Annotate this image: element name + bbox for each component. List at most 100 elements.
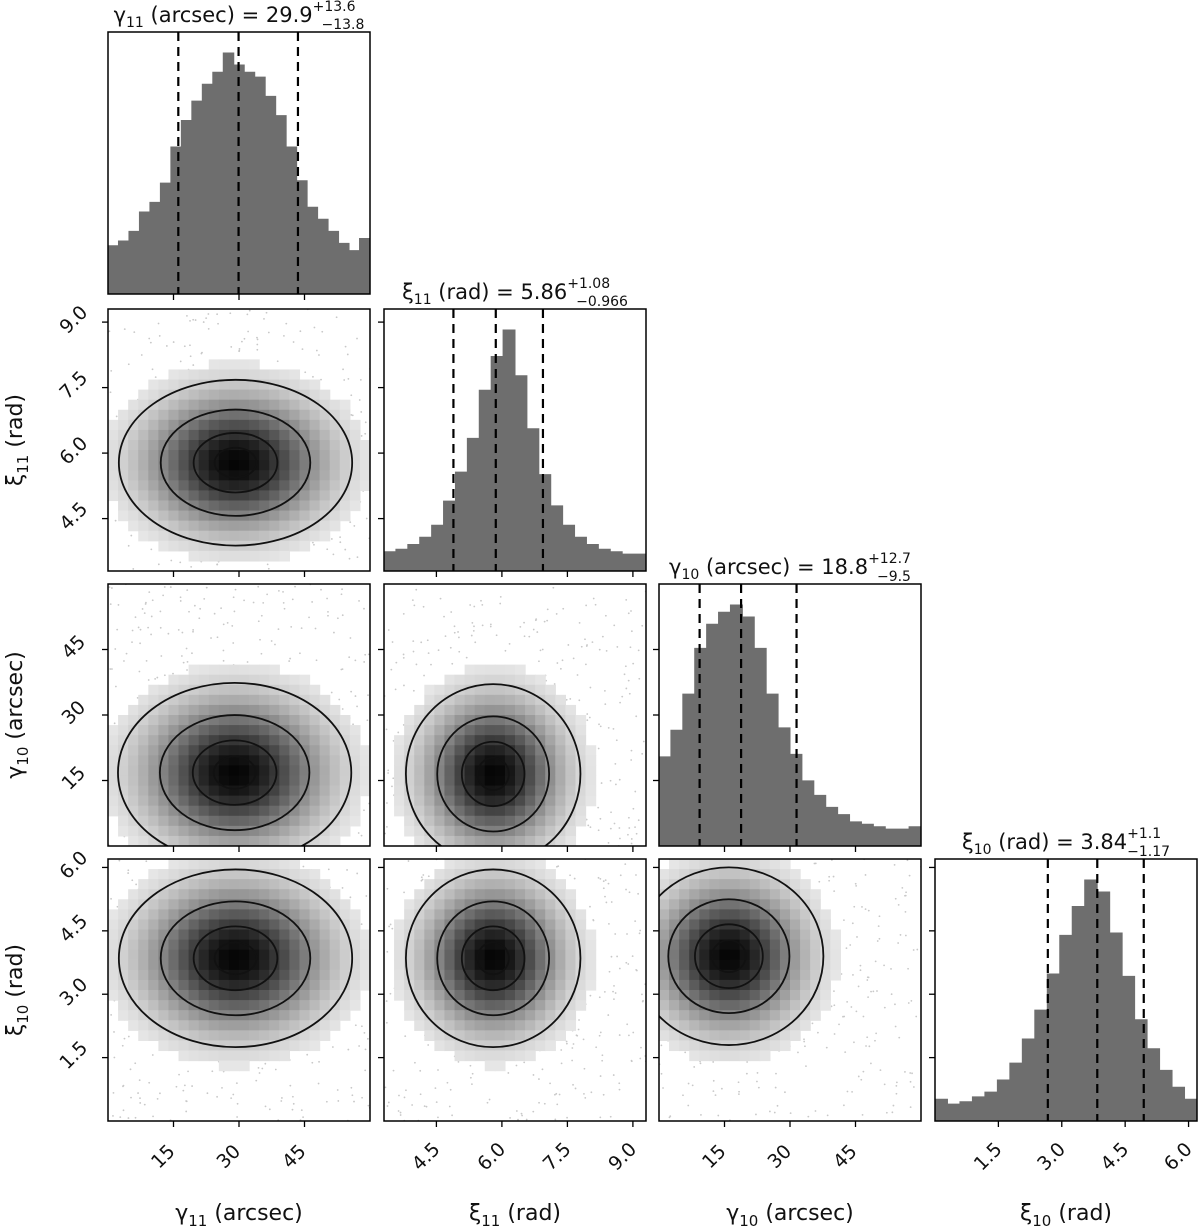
- sample-point: [268, 1108, 271, 1111]
- sample-point: [890, 968, 892, 970]
- density-cell: [689, 909, 700, 921]
- density-cell: [444, 715, 456, 726]
- density-cell: [188, 510, 200, 522]
- density-cell: [188, 879, 200, 890]
- density-cell: [269, 510, 280, 522]
- density-cell: [228, 359, 240, 371]
- density-cell: [239, 1060, 250, 1072]
- density-cell: [434, 949, 446, 961]
- sample-point: [868, 1045, 871, 1048]
- density-cell: [118, 440, 129, 451]
- density-cell: [359, 959, 370, 971]
- density-cell: [790, 929, 801, 941]
- density-cell: [830, 959, 841, 971]
- density-cell: [504, 755, 516, 766]
- density-cell: [484, 815, 496, 827]
- density-cell: [545, 939, 556, 951]
- density-cell: [434, 959, 446, 971]
- sample-point: [422, 605, 425, 608]
- sample-point: [330, 538, 333, 540]
- density-cell: [349, 450, 361, 461]
- density-cell: [464, 1050, 476, 1062]
- density-cell: [659, 869, 670, 880]
- density-cell: [555, 1020, 566, 1031]
- density-cell: [820, 969, 831, 981]
- density-cell: [239, 979, 250, 991]
- density-cell: [575, 909, 587, 921]
- joint-panel-g11-x10: [107, 858, 371, 1122]
- sample-point: [458, 636, 460, 639]
- density-cell: [800, 959, 811, 971]
- density-cell: [249, 725, 260, 736]
- density-cell: [168, 500, 180, 512]
- sample-point: [145, 659, 148, 662]
- density-cell: [118, 969, 129, 981]
- density-cell: [800, 1010, 811, 1021]
- density-cell: [208, 725, 220, 736]
- density-cell: [188, 939, 200, 951]
- density-cell: [178, 480, 190, 491]
- density-cell: [444, 909, 456, 921]
- sample-point: [119, 1116, 122, 1119]
- density-cell: [424, 959, 435, 971]
- density-cell: [259, 674, 270, 686]
- density-cell: [329, 979, 341, 991]
- density-cell: [810, 949, 821, 961]
- density-cell: [555, 919, 566, 931]
- sample-point: [405, 1089, 407, 1092]
- density-cell: [555, 765, 566, 777]
- density-cell: [414, 899, 425, 910]
- sample-point: [391, 785, 393, 788]
- density-cell: [319, 919, 331, 931]
- density-cell: [178, 929, 190, 941]
- density-cell: [188, 704, 200, 716]
- sample-point: [354, 695, 357, 697]
- sample-point: [857, 985, 860, 988]
- density-cell: [555, 715, 566, 726]
- density-cell: [239, 755, 250, 766]
- density-cell: [118, 1000, 129, 1011]
- density-cell: [218, 990, 230, 1001]
- density-cell: [269, 899, 280, 910]
- sample-point: [818, 880, 821, 883]
- density-cell: [719, 859, 731, 870]
- density-cell: [359, 450, 370, 461]
- density-cell: [239, 530, 250, 542]
- density-cell: [484, 1030, 496, 1041]
- density-cell: [444, 879, 456, 890]
- density-cell: [729, 1000, 741, 1011]
- density-cell: [759, 969, 771, 981]
- sample-point: [589, 994, 592, 997]
- density-cell: [239, 825, 250, 837]
- sample-point: [364, 1069, 367, 1072]
- x-tick-label-x11: 6.0: [473, 1138, 510, 1175]
- sample-point: [356, 337, 358, 340]
- sample-point: [520, 1112, 523, 1115]
- density-cell: [168, 490, 180, 502]
- sample-point: [885, 1111, 888, 1114]
- sample-point: [236, 1102, 239, 1105]
- density-cell: [424, 879, 435, 890]
- density-cell: [749, 879, 761, 890]
- density-cell: [228, 929, 240, 941]
- density-cell: [424, 1020, 435, 1031]
- density-cell: [168, 949, 180, 961]
- density-cell: [749, 1030, 761, 1041]
- sample-point: [365, 895, 368, 897]
- density-cell: [779, 939, 791, 951]
- density-cell: [474, 825, 486, 837]
- density-cell: [158, 735, 170, 746]
- density-cell: [555, 969, 566, 981]
- sample-point: [277, 589, 280, 592]
- density-cell: [434, 929, 446, 941]
- density-cell: [168, 869, 180, 880]
- density-cell: [679, 919, 690, 931]
- sample-point: [216, 1095, 219, 1098]
- density-cell: [464, 929, 476, 941]
- density-cell: [279, 990, 290, 1001]
- sample-point: [864, 874, 867, 876]
- contour-2: [192, 432, 279, 494]
- density-cell: [148, 419, 159, 431]
- density-cell: [188, 429, 200, 441]
- density-cell: [515, 859, 526, 870]
